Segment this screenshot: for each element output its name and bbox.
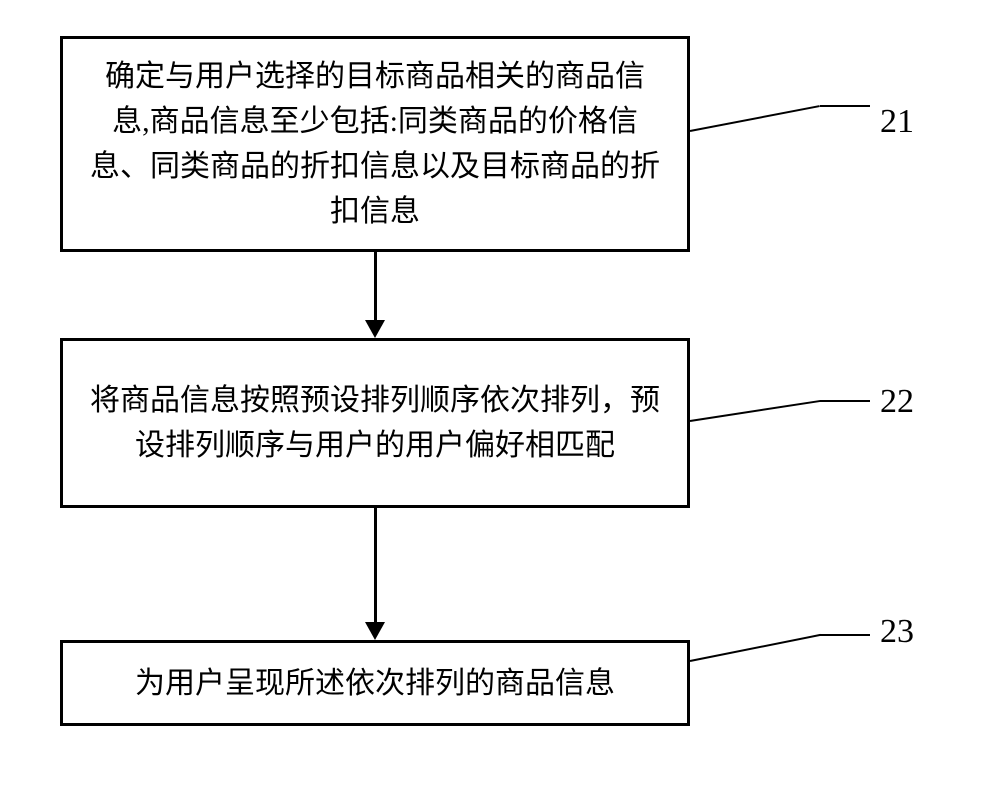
leader-line [690, 634, 820, 662]
step-label: 21 [880, 103, 914, 141]
arrow-head-icon [365, 622, 385, 640]
leader-line [820, 105, 870, 107]
flow-box-text: 为用户呈现所述依次排列的商品信息 [135, 661, 615, 706]
flow-box-text: 确定与用户选择的目标商品相关的商品信息,商品信息至少包括:同类商品的价格信息、同… [87, 54, 663, 234]
connector-line [374, 252, 377, 322]
flow-box-text: 将商品信息按照预设排列顺序依次排列，预设排列顺序与用户的用户偏好相匹配 [87, 378, 663, 468]
flow-box-b2: 将商品信息按照预设排列顺序依次排列，预设排列顺序与用户的用户偏好相匹配 [60, 338, 690, 508]
leader-line [820, 400, 870, 402]
leader-line [690, 400, 820, 422]
step-label: 22 [880, 383, 914, 421]
arrow-head-icon [365, 320, 385, 338]
flow-box-b1: 确定与用户选择的目标商品相关的商品信息,商品信息至少包括:同类商品的价格信息、同… [60, 36, 690, 252]
leader-line [690, 105, 820, 132]
connector-line [374, 508, 377, 624]
flow-box-b3: 为用户呈现所述依次排列的商品信息 [60, 640, 690, 726]
leader-line [820, 634, 870, 636]
step-label: 23 [880, 613, 914, 651]
